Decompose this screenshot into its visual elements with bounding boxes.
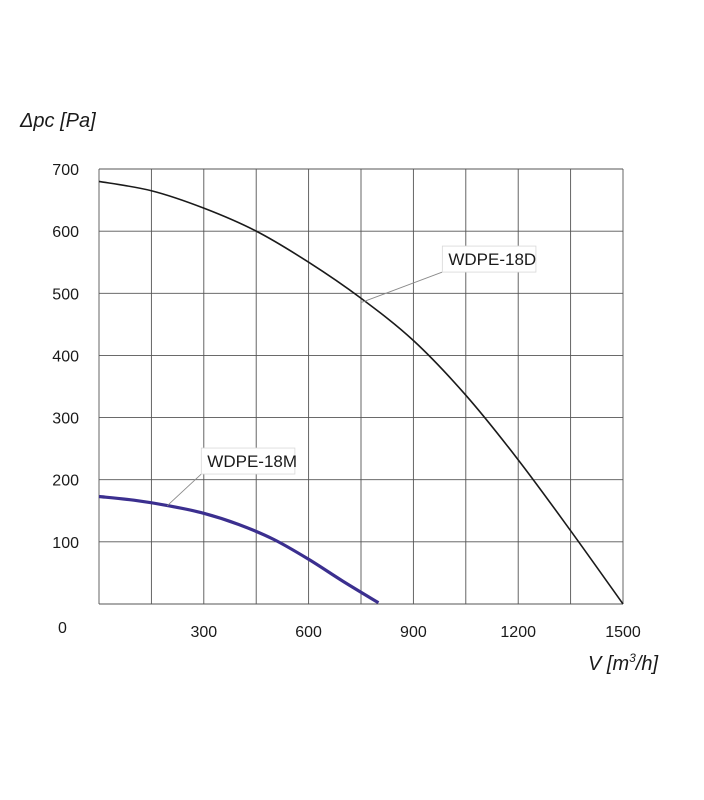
grid [98,168,624,605]
y-tick-label-500: 500 [52,286,79,303]
label-box-wdpe-18d [441,245,537,273]
curve-wdpe-18d [98,180,624,605]
label-box-wdpe-18m [200,447,296,475]
y-tick-label-600: 600 [52,224,79,241]
x-tick-label-1200: 1200 [500,624,536,641]
curve-wdpe-18m [98,494,380,605]
x-tick-label-300: 300 [190,624,217,641]
leader-wdpe-18m [166,473,202,507]
y-axis-title: Δpc [Pa] [19,110,96,132]
x-axis-title-sup: 3 [629,651,636,665]
x-axis-title: V [m3/h] [588,651,658,675]
series-label-wdpe-18d: WDPE-18D [448,250,536,269]
y-tick-label-100: 100 [52,535,79,552]
tick-labels: 100 200 300 400 500 600 700 300 600 900 1200 1500 [52,162,641,641]
y-tick-label-400: 400 [52,348,79,365]
x-tick-label-600: 600 [295,624,322,641]
series-label-wdpe-18m: WDPE-18M [207,452,297,471]
leader-wdpe-18d [360,271,443,304]
series-label-leaders [166,271,443,507]
y-tick-label-300: 300 [52,411,79,428]
series-curves [98,180,624,605]
x-tick-label-900: 900 [400,624,427,641]
x-tick-label-1500: 1500 [605,624,641,641]
y-tick-label-700: 700 [52,162,79,179]
y-tick-label-200: 200 [52,473,79,490]
origin-label: 0 [58,620,67,637]
series-labels: WDPE-18D WDPE-18M [200,245,537,475]
